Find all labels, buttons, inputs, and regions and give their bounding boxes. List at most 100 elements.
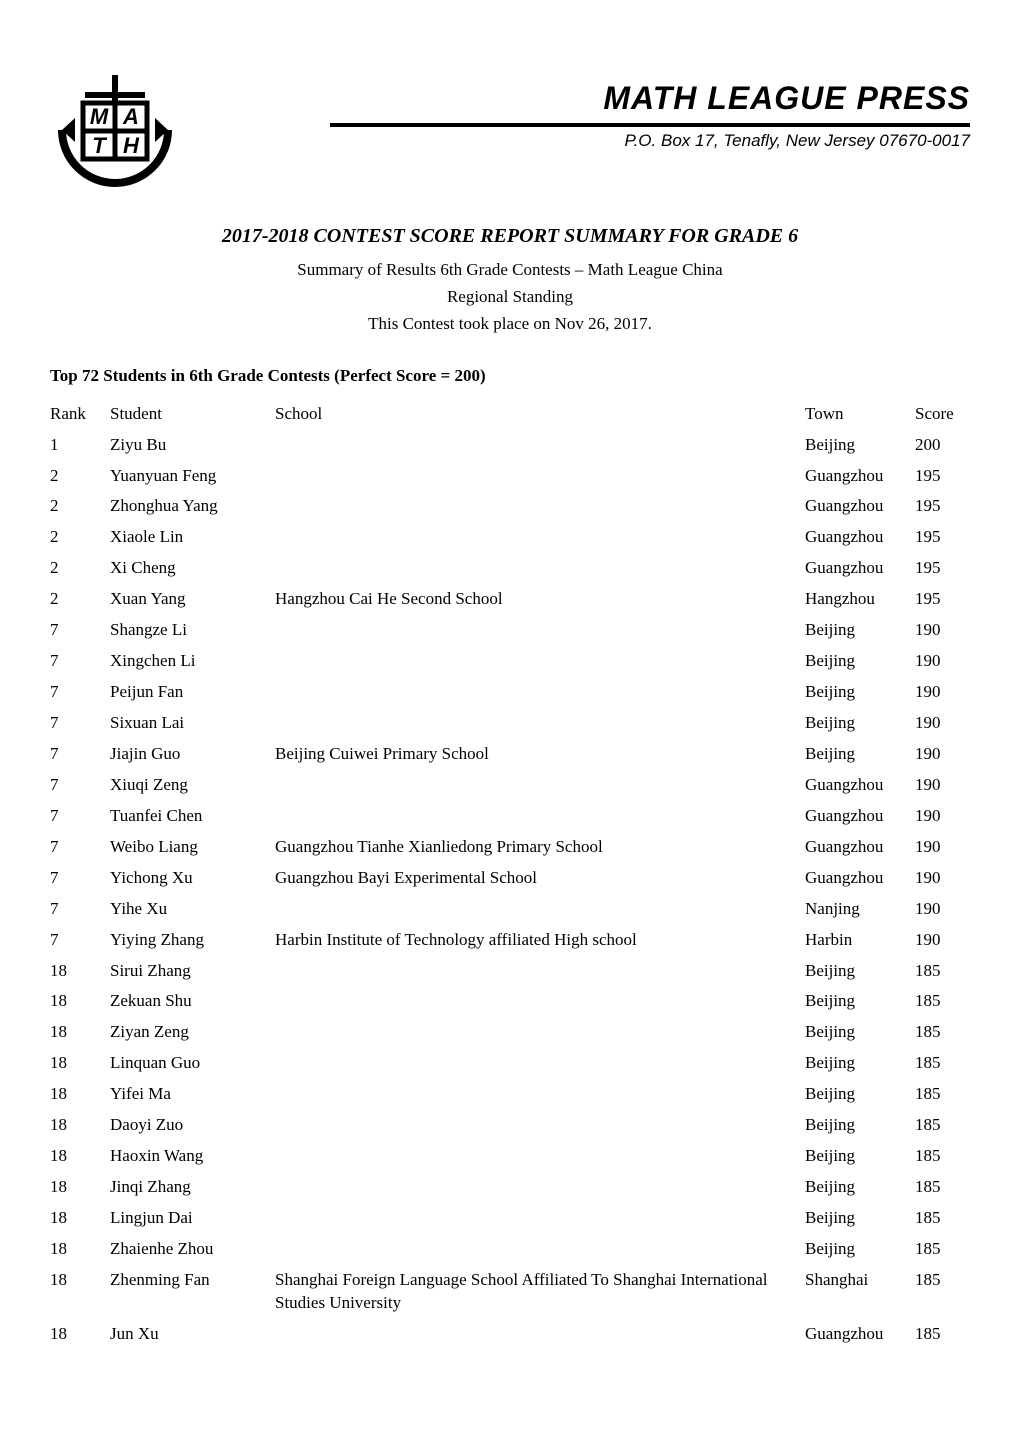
table-row: 7Tuanfei ChenGuangzhou190: [50, 801, 970, 832]
cell-town: Beijing: [805, 1234, 915, 1265]
results-table: Rank Student School Town Score 1Ziyu BuB…: [50, 404, 970, 1350]
cell-score: 185: [915, 1110, 970, 1141]
cell-student: Zhonghua Yang: [110, 491, 275, 522]
press-address: P.O. Box 17, Tenafly, New Jersey 07670-0…: [180, 131, 970, 151]
cell-student: Tuanfei Chen: [110, 801, 275, 832]
cell-student: Sixuan Lai: [110, 708, 275, 739]
cell-town: Nanjing: [805, 894, 915, 925]
table-row: 18Zhenming FanShanghai Foreign Language …: [50, 1265, 970, 1319]
cell-rank: 7: [50, 615, 110, 646]
cell-school: [275, 1319, 805, 1350]
cell-town: Beijing: [805, 646, 915, 677]
cell-score: 190: [915, 801, 970, 832]
cell-rank: 18: [50, 1110, 110, 1141]
cell-student: Weibo Liang: [110, 832, 275, 863]
cell-town: Beijing: [805, 739, 915, 770]
cell-school: [275, 708, 805, 739]
cell-school: [275, 1079, 805, 1110]
cell-student: Lingjun Dai: [110, 1203, 275, 1234]
logo-letter-h: H: [123, 133, 140, 158]
cell-school: Shanghai Foreign Language School Affilia…: [275, 1265, 805, 1319]
cell-score: 185: [915, 1265, 970, 1319]
cell-town: Beijing: [805, 1079, 915, 1110]
cell-rank: 7: [50, 894, 110, 925]
cell-town: Harbin: [805, 925, 915, 956]
header-student: Student: [110, 404, 275, 430]
cell-score: 185: [915, 1079, 970, 1110]
cell-score: 190: [915, 677, 970, 708]
table-row: 7Yihe XuNanjing190: [50, 894, 970, 925]
cell-score: 190: [915, 708, 970, 739]
table-row: 18Jun XuGuangzhou185: [50, 1319, 970, 1350]
cell-rank: 18: [50, 1265, 110, 1319]
cell-town: Beijing: [805, 1203, 915, 1234]
cell-student: Sirui Zhang: [110, 956, 275, 987]
cell-student: Jiajin Guo: [110, 739, 275, 770]
cell-score: 195: [915, 461, 970, 492]
cell-rank: 7: [50, 925, 110, 956]
cell-student: Xi Cheng: [110, 553, 275, 584]
cell-school: Hangzhou Cai He Second School: [275, 584, 805, 615]
cell-rank: 7: [50, 801, 110, 832]
table-row: 18Sirui ZhangBeijing185: [50, 956, 970, 987]
header-town: Town: [805, 404, 915, 430]
cell-score: 195: [915, 584, 970, 615]
table-row: 18Daoyi Zuo Beijing185: [50, 1110, 970, 1141]
cell-score: 185: [915, 1048, 970, 1079]
cell-student: Linquan Guo: [110, 1048, 275, 1079]
table-row: 2Xi ChengGuangzhou195: [50, 553, 970, 584]
cell-school: [275, 1172, 805, 1203]
cell-school: [275, 986, 805, 1017]
table-row: 7Yiying ZhangHarbin Institute of Technol…: [50, 925, 970, 956]
table-row: 18Zekuan ShuBeijing185: [50, 986, 970, 1017]
cell-student: Shangze Li: [110, 615, 275, 646]
cell-rank: 18: [50, 1172, 110, 1203]
cell-student: Zekuan Shu: [110, 986, 275, 1017]
cell-school: Guangzhou Tianhe Xianliedong Primary Sch…: [275, 832, 805, 863]
header-school: School: [275, 404, 805, 430]
cell-rank: 18: [50, 956, 110, 987]
table-row: 7Xiuqi ZengGuangzhou190: [50, 770, 970, 801]
cell-town: Guangzhou: [805, 522, 915, 553]
cell-score: 185: [915, 1319, 970, 1350]
cell-school: [275, 956, 805, 987]
cell-rank: 18: [50, 986, 110, 1017]
cell-town: Beijing: [805, 986, 915, 1017]
standing-line: Regional Standing: [50, 283, 970, 310]
table-row: 7Shangze LiBeijing190: [50, 615, 970, 646]
cell-school: [275, 491, 805, 522]
table-row: 7Weibo LiangGuangzhou Tianhe Xianliedong…: [50, 832, 970, 863]
summary-line: Summary of Results 6th Grade Contests – …: [50, 256, 970, 283]
cell-town: Hangzhou: [805, 584, 915, 615]
header-row: M A T H MATH LEAGUE PRESS P.O. Box 17, T…: [50, 70, 970, 200]
cell-rank: 18: [50, 1048, 110, 1079]
table-row: 2Xuan YangHangzhou Cai He Second SchoolH…: [50, 584, 970, 615]
table-row: 2Yuanyuan FengGuangzhou195: [50, 461, 970, 492]
cell-town: Beijing: [805, 1110, 915, 1141]
press-title: MATH LEAGUE PRESS: [180, 80, 970, 117]
cell-rank: 18: [50, 1079, 110, 1110]
cell-town: Guangzhou: [805, 461, 915, 492]
cell-score: 190: [915, 925, 970, 956]
table-row: 7Xingchen LiBeijing190: [50, 646, 970, 677]
logo-letter-t: T: [92, 133, 107, 158]
cell-score: 190: [915, 615, 970, 646]
cell-school: [275, 615, 805, 646]
cell-student: Daoyi Zuo: [110, 1110, 275, 1141]
cell-school: Harbin Institute of Technology affiliate…: [275, 925, 805, 956]
table-row: 1Ziyu BuBeijing200: [50, 430, 970, 461]
cell-town: Beijing: [805, 1141, 915, 1172]
cell-rank: 7: [50, 832, 110, 863]
cell-student: Yuanyuan Feng: [110, 461, 275, 492]
cell-rank: 7: [50, 739, 110, 770]
cell-town: Beijing: [805, 1017, 915, 1048]
table-row: 18Zhaienhe ZhouBeijing185: [50, 1234, 970, 1265]
report-title: 2017-2018 CONTEST SCORE REPORT SUMMARY F…: [50, 225, 970, 248]
cell-student: Jinqi Zhang: [110, 1172, 275, 1203]
cell-school: [275, 522, 805, 553]
cell-score: 190: [915, 646, 970, 677]
cell-student: Ziyan Zeng: [110, 1017, 275, 1048]
table-header-row: Rank Student School Town Score: [50, 404, 970, 430]
cell-rank: 18: [50, 1234, 110, 1265]
cell-score: 190: [915, 739, 970, 770]
